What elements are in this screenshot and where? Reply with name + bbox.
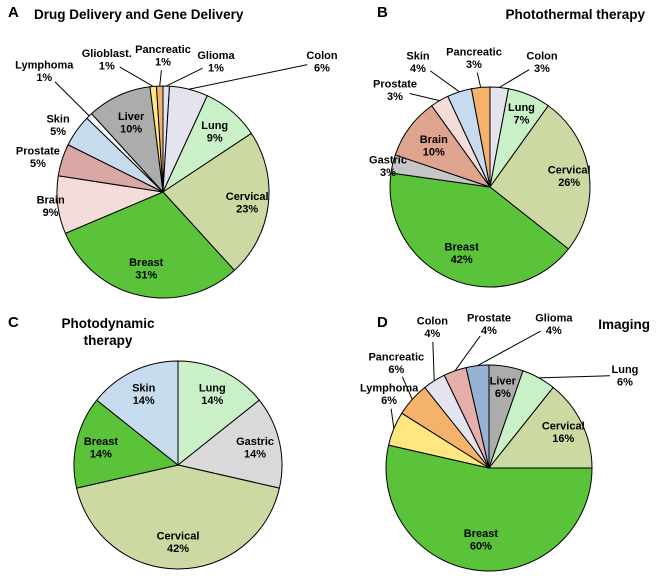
pie-slice-breast bbox=[389, 172, 569, 288]
pie-slice-cervical bbox=[76, 464, 280, 570]
leader-line-prostate bbox=[409, 93, 440, 102]
panel-letter-d: D bbox=[377, 314, 388, 331]
pie-slice-breast bbox=[385, 444, 593, 572]
slice-label-gastric: Gastric 14% bbox=[236, 436, 274, 461]
slice-label-liver: Liver 6% bbox=[490, 375, 517, 400]
slice-label-gastric: Gastric 3% bbox=[369, 155, 407, 180]
slice-label-prostate: Prostate 4% bbox=[467, 312, 511, 337]
slice-label-cervical: Cervical 26% bbox=[548, 164, 591, 189]
pie-chart-drug-gene-delivery: Glioma 1% Colon 6% Lung 9% Cervical 23% Breast 31… bbox=[15, 44, 338, 299]
slice-label-skin: Skin 4% bbox=[406, 51, 430, 76]
slice-label-pancreatic: Pancreatic 1% bbox=[135, 44, 191, 68]
panel-title-photodynamic-therapy: Photodynamic therapy bbox=[61, 316, 155, 348]
pie-slice-cervical bbox=[488, 386, 593, 469]
pie-slice-skin bbox=[96, 360, 179, 466]
pie-slice-cervical bbox=[489, 105, 591, 250]
slice-label-lung: Lung 7% bbox=[508, 102, 535, 127]
leader-line-glioma bbox=[166, 67, 203, 87]
slice-label-glioma: Glioma 4% bbox=[535, 312, 573, 337]
slice-label-cervical: Cervical 23% bbox=[226, 191, 269, 216]
leader-line-pancreatic bbox=[476, 72, 482, 88]
leader-line-colon bbox=[432, 341, 435, 381]
slice-label-lymphoma: Lymphoma 1% bbox=[15, 60, 74, 85]
pie-chart-photothermal-therapy: Colon 3% Lung 7% Cervical 26% Breast 42% Gastric… bbox=[369, 47, 591, 288]
leader-line-lung bbox=[538, 375, 610, 379]
panel-title-imaging: Imaging bbox=[598, 317, 650, 332]
panel-title-drug-gene-delivery: Drug Delivery and Gene Delivery bbox=[34, 7, 244, 22]
slice-label-prostate: Prostate 3% bbox=[373, 79, 417, 104]
pie-chart-imaging: Liver 6% Lung 6% Cervical 16% Breast 60% Lymphom… bbox=[360, 312, 639, 572]
leader-line-glioma bbox=[477, 330, 541, 367]
slice-label-lung: Lung 14% bbox=[199, 382, 226, 407]
pie-slice-cervical bbox=[162, 132, 270, 271]
slice-label-brain: Brain 10% bbox=[420, 134, 448, 159]
slice-label-glioblast: Glioblast. 1% bbox=[82, 48, 132, 73]
slice-label-breast: Breast 60% bbox=[464, 528, 499, 553]
pie-slice-breast bbox=[73, 399, 179, 489]
slice-label-liver: Liver 10% bbox=[118, 111, 145, 135]
slice-label-colon: Colon 6% bbox=[306, 50, 337, 74]
slice-label-breast: Breast 42% bbox=[445, 242, 480, 267]
leader-line-prostate bbox=[454, 335, 481, 372]
leader-line-skin bbox=[429, 70, 460, 93]
leader-line-pancreatic bbox=[401, 376, 413, 400]
pie-slice-lung bbox=[177, 360, 260, 466]
slice-label-skin: Skin 5% bbox=[46, 114, 70, 139]
leader-line-glioblast bbox=[119, 66, 154, 87]
slice-label-breast: Breast 31% bbox=[129, 257, 164, 282]
panel-letter-a: A bbox=[8, 4, 19, 21]
leader-line-pancreatic bbox=[159, 70, 162, 87]
pie-slice-glioma bbox=[465, 364, 490, 469]
slice-label-cervical: Cervical 42% bbox=[157, 530, 200, 555]
slice-label-colon: Colon 4% bbox=[417, 315, 448, 340]
panel-letter-b: B bbox=[377, 4, 388, 21]
leader-line-lymphoma bbox=[54, 81, 90, 117]
slice-label-pancreatic: Pancreatic 6% bbox=[368, 351, 424, 376]
slice-label-cervical: Cervical 16% bbox=[542, 421, 585, 446]
pie-slice-breast bbox=[64, 191, 235, 299]
slice-label-colon: Colon 3% bbox=[526, 51, 557, 76]
pie-chart-photodynamic-therapy: Lung 14% Gastric 14% Cervical 42% Breast 14% Ski… bbox=[73, 360, 283, 570]
slice-label-glioma: Glioma 1% bbox=[197, 50, 235, 74]
slice-label-brain: Brain 9% bbox=[37, 194, 65, 219]
slice-label-skin: Skin 14% bbox=[132, 382, 156, 407]
panel-title-photothermal-therapy: Photothermal therapy bbox=[505, 7, 645, 22]
panel-letter-c: C bbox=[8, 314, 19, 331]
slice-label-lung: Lung 6% bbox=[612, 364, 639, 389]
leader-line-colon bbox=[188, 64, 308, 90]
leader-line-colon bbox=[499, 69, 530, 88]
slice-label-lymphoma: Lymphoma 6% bbox=[360, 382, 419, 407]
pie-slice-gastric bbox=[177, 399, 283, 489]
slice-label-breast: Breast 14% bbox=[84, 436, 119, 461]
leader-line-lymphoma bbox=[390, 408, 395, 429]
slice-label-pancreatic: Pancreatic 3% bbox=[446, 47, 502, 72]
slice-label-lung: Lung 9% bbox=[201, 120, 228, 145]
slice-label-prostate: Prostate 5% bbox=[16, 146, 60, 171]
